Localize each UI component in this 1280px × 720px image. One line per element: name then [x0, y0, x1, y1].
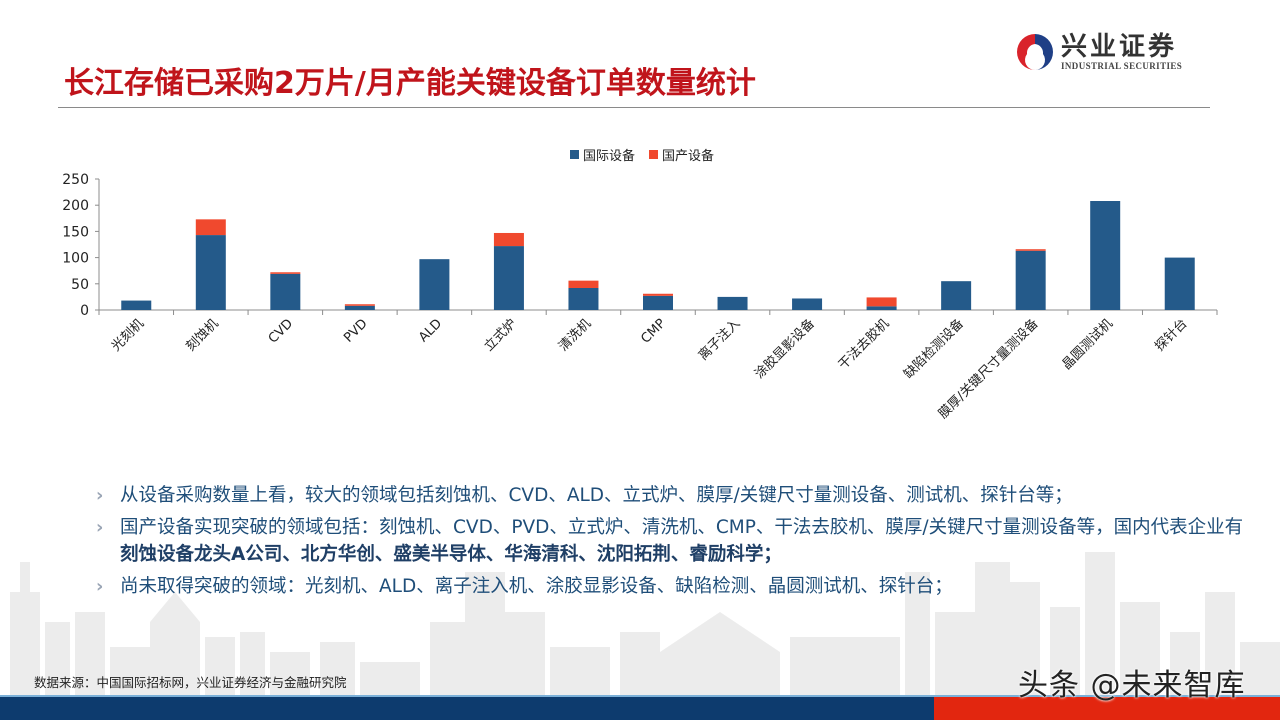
legend-swatch-domestic — [649, 150, 659, 159]
bar-segment — [1090, 201, 1121, 310]
chevron-right-icon: › — [96, 517, 104, 538]
bar-segment — [792, 298, 823, 310]
bar-segment — [493, 246, 524, 310]
x-tick-label: ALD — [416, 316, 445, 345]
city-skyline-background — [10, 552, 1280, 702]
chart-plot-area: 0 50 100 150 200 250 光刻机 刻蚀机 CVD PVD ALD 立式炉 清洗机 CMP 离… — [62, 172, 1218, 422]
legend-swatch-international — [570, 150, 579, 159]
bar-segment — [643, 295, 673, 310]
legend-label: 国际设备 — [583, 149, 636, 164]
bar-segment — [568, 287, 599, 310]
x-tick-label: PVD — [341, 316, 371, 346]
bar-segment — [941, 281, 972, 310]
swirl-logo-icon — [1017, 34, 1053, 70]
legend-label: 国产设备 — [662, 149, 715, 164]
bullet-item: › 尚未取得突破的领域：光刻机、ALD、离子注入机、涂胶显影设备、缺陷检测、晶圆测… — [96, 573, 1256, 600]
y-tick-label: 100 — [62, 251, 89, 267]
chevron-right-icon: › — [96, 485, 104, 506]
watermark: 头条 @未来智库 — [1018, 668, 1246, 703]
bar-segment — [419, 259, 450, 310]
y-tick-label: 200 — [62, 198, 89, 214]
bullet-text: 尚未取得突破的领域：光刻机、ALD、离子注入机、涂胶显影设备、缺陷检测、晶圆测试… — [120, 576, 953, 597]
bar-segment — [270, 272, 301, 274]
legend-item-international: 国际设备 — [570, 145, 635, 164]
x-tick-label: 光刻机 — [109, 316, 147, 354]
bullet-text: 国产设备实现突破的领域包括：刻蚀机、CVD、PVD、立式炉、清洗机、CMP、干法… — [120, 517, 1244, 538]
bar-segment — [270, 273, 301, 310]
title-divider — [58, 107, 1210, 108]
bar-segment — [643, 293, 673, 296]
logo-name-en: INDUSTRIAL SECURITIES — [1061, 60, 1183, 71]
bar-segment — [568, 280, 599, 288]
bar-segment — [1015, 250, 1046, 310]
page-title: 长江存储已采购2万片/月产能关键设备订单数量统计 — [64, 66, 756, 101]
bar-segment — [344, 304, 375, 306]
bar-segment — [1164, 257, 1195, 310]
legend-item-domestic: 国产设备 — [649, 145, 714, 164]
chart-legend: 国际设备 国产设备 — [570, 145, 728, 164]
x-tick-label: 清洗机 — [556, 316, 594, 354]
bar-segment — [493, 232, 524, 247]
x-tick-label: CVD — [266, 316, 296, 346]
bullet-item: › 国产设备实现突破的领域包括：刻蚀机、CVD、PVD、立式炉、清洗机、CMP、干… — [96, 514, 1256, 568]
footer-bar-blue — [0, 697, 934, 720]
x-tick-label: 探针台 — [1152, 316, 1190, 354]
x-tick-label: 缺陷检测设备 — [900, 316, 966, 382]
company-logo: 兴业证券 INDUSTRIAL SECURITIES — [1015, 28, 1182, 76]
bullet-emphasis-text: 刻蚀设备龙头A公司、北方华创、盛美半导体、华海清科、沈阳拓荆、睿励科学； — [120, 544, 782, 565]
x-tick-label: 立式炉 — [482, 316, 520, 354]
data-source-note: 数据来源：中国国际招标网，兴业证券经济与金融研究院 — [34, 675, 347, 690]
x-tick-label: 干法去胶机 — [835, 316, 892, 373]
bar-segment — [866, 297, 897, 307]
bar-segment — [717, 296, 748, 310]
bar-segment — [344, 305, 375, 310]
bar-segment — [1015, 249, 1046, 251]
bar-segment — [866, 306, 897, 310]
bar-segment — [195, 219, 226, 236]
x-tick-label: 刻蚀机 — [183, 316, 221, 354]
bar-segment — [121, 300, 152, 310]
stacked-bar-chart: 国际设备 国产设备 0 50 100 150 200 250 光刻机 刻蚀机 CVD PVD ALD… — [0, 130, 1280, 470]
x-tick-label: 晶圆测试机 — [1059, 316, 1116, 373]
x-tick-label: 涂胶显影设备 — [751, 316, 817, 382]
y-tick-label: 50 — [71, 277, 89, 293]
bullet-text: 从设备采购数量上看，较大的领域包括刻蚀机、CVD、ALD、立式炉、膜厚/关键尺寸… — [120, 485, 1073, 506]
bar-segment — [195, 235, 226, 310]
y-tick-label: 150 — [62, 224, 89, 240]
x-tick-label: 离子注入 — [695, 316, 743, 364]
x-tick-label: CMP — [638, 316, 669, 347]
logo-name-cn: 兴业证券 — [1061, 31, 1178, 62]
y-tick-label: 0 — [80, 303, 89, 319]
chevron-right-icon: › — [96, 576, 104, 597]
bullet-list: › 从设备采购数量上看，较大的领域包括刻蚀机、CVD、ALD、立式炉、膜厚/关键尺… — [96, 482, 1256, 605]
footer-accent-line — [0, 695, 1280, 697]
y-tick-label: 250 — [62, 172, 89, 188]
footer-bar-red — [934, 697, 1280, 720]
bullet-item: › 从设备采购数量上看，较大的领域包括刻蚀机、CVD、ALD、立式炉、膜厚/关键尺… — [96, 482, 1256, 509]
